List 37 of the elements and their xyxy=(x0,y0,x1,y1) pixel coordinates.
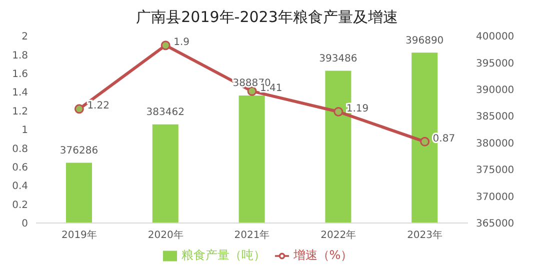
data-label: 1.22 xyxy=(87,100,110,112)
y-tick-label: 0 xyxy=(22,218,28,230)
y2-tick-label: 380000 xyxy=(476,138,514,150)
data-label: 396890 xyxy=(406,35,444,46)
data-label: 383462 xyxy=(146,107,184,118)
y2-tick-label: 365000 xyxy=(476,218,514,230)
y2-tick-label: 390000 xyxy=(476,84,514,96)
x-tick-label: 2019年 xyxy=(61,229,97,242)
x-tick-label: 2020年 xyxy=(148,229,184,242)
y-tick-label: 0.4 xyxy=(12,181,28,192)
y-tick-label: 0.6 xyxy=(12,162,28,174)
y2-tick-label: 370000 xyxy=(476,192,514,203)
legend-label: 粮食产量（吨） xyxy=(181,248,266,262)
x-tick-label: 2021年 xyxy=(234,229,270,242)
data-label: 376286 xyxy=(60,145,98,156)
point xyxy=(334,106,344,116)
point xyxy=(74,104,84,114)
y-tick-label: 2 xyxy=(22,32,28,43)
y2-tick-label: 375000 xyxy=(476,165,514,176)
data-label: 393486 xyxy=(319,54,358,65)
data-label: 1.9 xyxy=(174,37,190,48)
y2-tick-label: 400000 xyxy=(476,32,514,43)
chart-title: 广南县2019年-2023年粮食产量及增速 xyxy=(135,8,399,28)
y2-tick-label: 385000 xyxy=(476,112,514,123)
point xyxy=(420,136,430,146)
y-tick-label: 1.6 xyxy=(12,68,28,80)
y-tick-label: 0.2 xyxy=(12,200,28,211)
y-tick-label: 0.8 xyxy=(12,144,28,155)
point xyxy=(160,40,170,50)
x-tick-label: 2022年 xyxy=(320,229,356,242)
y-tick-label: 1.4 xyxy=(12,88,28,99)
y-tick-label: 1.8 xyxy=(12,50,28,62)
legend-label: 增速（%） xyxy=(293,248,353,262)
y2-tick-label: 395000 xyxy=(476,58,514,70)
y-tick-label: 1 xyxy=(22,125,28,136)
x-tick-label: 2023年 xyxy=(407,229,443,242)
y-tick-label: 1.2 xyxy=(12,106,28,118)
